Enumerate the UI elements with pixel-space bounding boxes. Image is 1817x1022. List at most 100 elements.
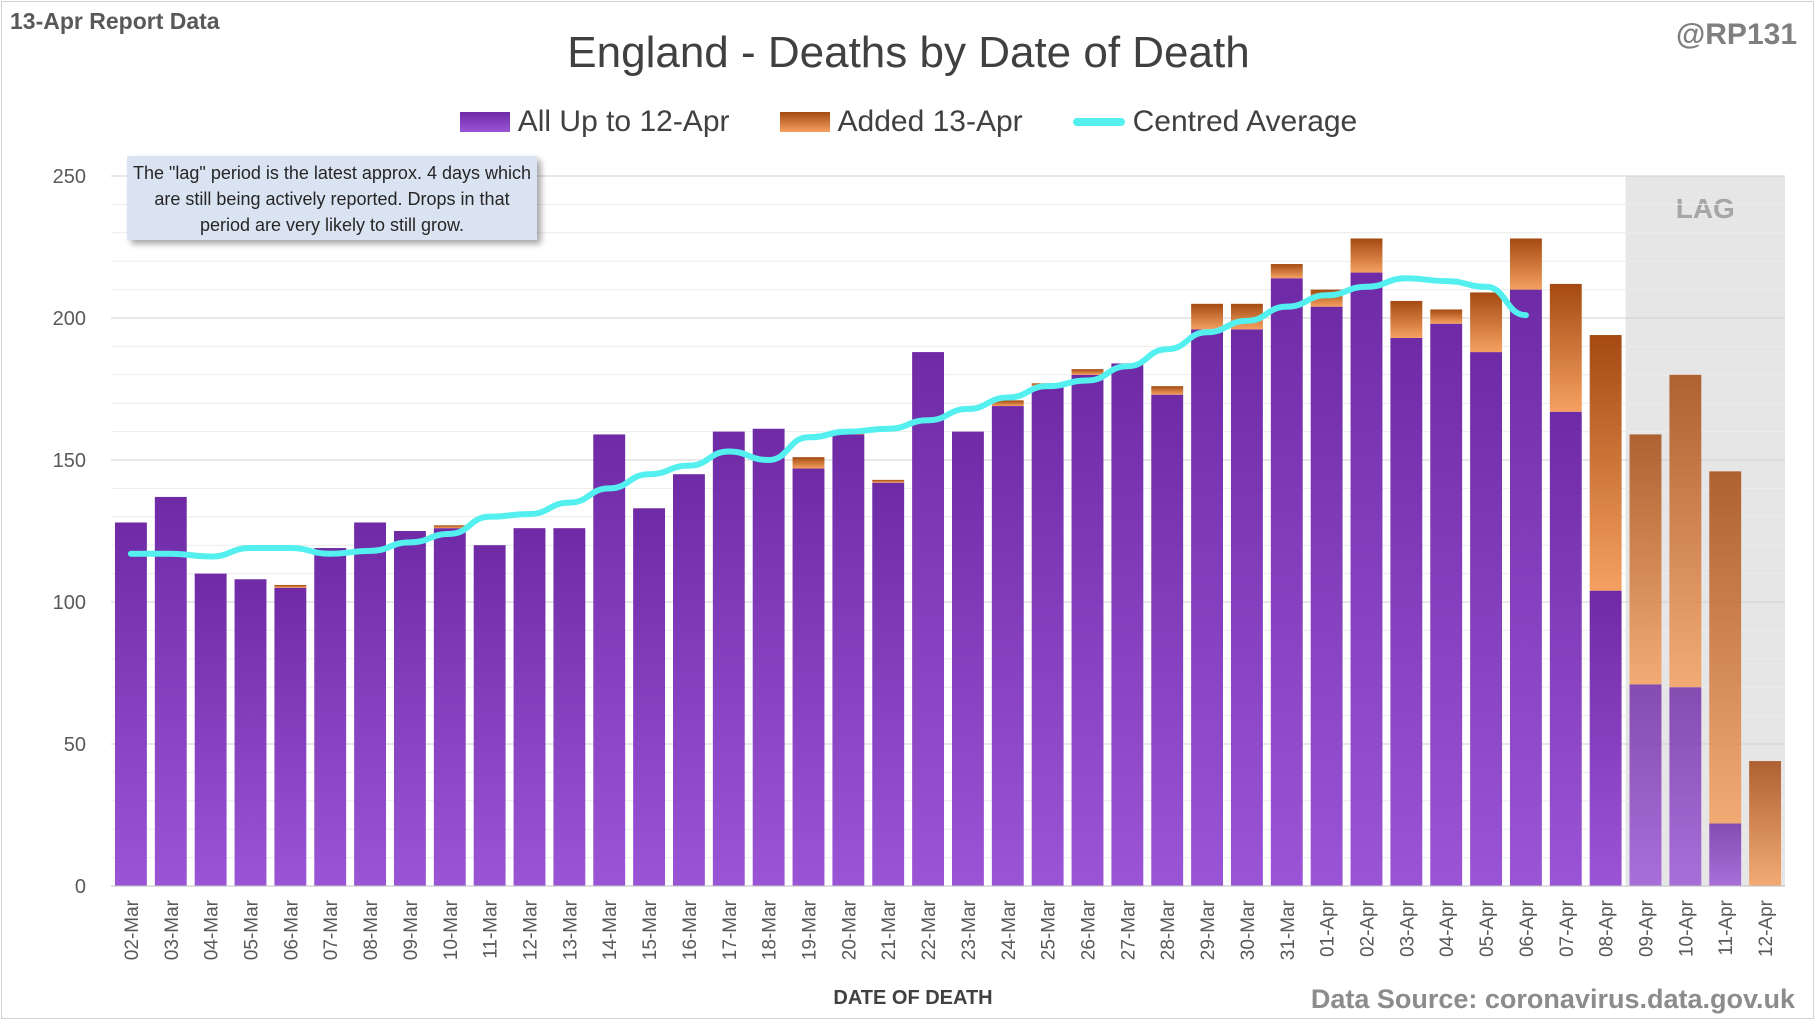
legend-swatch-purple [459,112,510,132]
bar-all-up-to-12-apr [1509,289,1542,887]
x-tick-label: 13-Mar [560,899,581,960]
legend-swatch-line [1072,118,1125,126]
bar-all-up-to-12-apr [274,587,307,886]
bar-all-up-to-12-apr [1669,687,1702,886]
x-tick-label: 07-Apr [1557,899,1578,957]
x-tick-label: 11-Mar [481,899,502,958]
bar-added-13-apr [792,457,825,469]
legend-item-added: Added 13-Apr [779,105,1023,139]
bar-added-13-apr [1270,264,1303,279]
x-tick-label: 05-Apr [1477,899,1498,957]
bar-all-up-to-12-apr [832,434,865,886]
bar-added-13-apr [274,584,307,588]
x-tick-label: 23-Mar [959,899,980,960]
bar-all-up-to-12-apr [1430,323,1463,886]
bar-all-up-to-12-apr [1470,352,1503,887]
lag-label: LAG [1676,193,1735,224]
data-source: Data Source: coronavirus.data.gov.uk [1310,984,1795,1014]
bar-all-up-to-12-apr [354,522,387,886]
x-tick-label: 16-Mar [680,899,701,960]
bar-all-up-to-12-apr [912,352,945,887]
bar-all-up-to-12-apr [951,431,984,886]
chart-title: England - Deaths by Date of Death [567,28,1250,77]
bar-added-13-apr [1749,761,1782,886]
bar-all-up-to-12-apr [1230,329,1263,886]
x-tick-label: 08-Mar [361,899,382,960]
bar-all-up-to-12-apr [1031,386,1064,886]
legend: All Up to 12-Apr Added 13-Apr Centred Av… [0,105,1817,139]
bar-all-up-to-12-apr [114,522,147,886]
bar-all-up-to-12-apr [1629,684,1662,886]
x-tick-label: 20-Mar [839,899,860,960]
bar-added-13-apr [1709,471,1742,824]
x-tick-label: 19-Mar [800,899,821,960]
bar-added-13-apr [1509,238,1542,290]
x-tick-label: 05-Mar [242,899,263,960]
bar-added-13-apr [991,400,1024,407]
bar-all-up-to-12-apr [1310,306,1343,886]
bar-all-up-to-12-apr [1589,590,1622,886]
bar-all-up-to-12-apr [1350,272,1383,886]
legend-label-all: All Up to 12-Apr [517,105,730,138]
x-tick-label: 11-Apr [1716,899,1737,955]
x-tick-label: 07-Mar [321,899,342,960]
y-tick-label: 0 [75,876,86,898]
bar-added-13-apr [1390,300,1423,338]
x-tick-label: 15-Mar [640,899,661,960]
bar-all-up-to-12-apr [194,573,227,886]
x-tick-label: 27-Mar [1118,899,1139,960]
author-handle: @RP131 [1676,18,1797,51]
bar-all-up-to-12-apr [672,474,705,886]
centred-average-line [127,275,1529,560]
lag-note: The "lag" period is the latest approx. 4… [127,156,537,240]
bar-added-13-apr [433,525,466,529]
x-tick-label: 21-Mar [879,899,900,960]
bar-all-up-to-12-apr [513,528,546,886]
x-tick-label: 18-Mar [760,899,781,960]
bar-added-13-apr [1629,434,1662,685]
x-tick-label: 02-Mar [122,899,143,960]
y-tick-label: 250 [53,166,86,188]
x-tick-label: 29-Mar [1198,899,1219,960]
x-tick-label: 14-Mar [600,899,621,960]
x-tick-label: 03-Mar [162,899,183,960]
bar-added-13-apr [1071,369,1104,375]
bar-all-up-to-12-apr [154,496,187,886]
x-tick-label: 12-Mar [521,899,542,960]
x-tick-label: 04-Apr [1437,899,1458,957]
y-tick-label: 200 [53,308,86,330]
bar-all-up-to-12-apr [792,468,825,886]
bar-all-up-to-12-apr [234,579,267,886]
legend-label-average: Centred Average [1132,105,1358,138]
x-tick-label: 09-Mar [401,899,422,960]
x-tick-label: 24-Mar [999,899,1020,960]
bar-all-up-to-12-apr [712,431,745,886]
x-axis-title: DATE OF DEATH [833,987,992,1009]
bar-added-13-apr [1549,283,1582,412]
x-tick-label: 17-Mar [720,899,741,960]
bar-all-up-to-12-apr [553,528,586,886]
x-tick-label: 10-Apr [1676,899,1697,957]
bar-all-up-to-12-apr [1191,329,1224,886]
legend-swatch-orange [779,112,830,132]
bar-all-up-to-12-apr [1549,411,1582,886]
legend-label-added: Added 13-Apr [837,105,1023,138]
bar-all-up-to-12-apr [1071,374,1104,886]
bar-all-up-to-12-apr [1390,337,1423,886]
bar-all-up-to-12-apr [633,508,666,886]
x-tick-label: 02-Apr [1358,899,1379,957]
bar-added-13-apr [1669,374,1702,688]
bar-added-13-apr [1430,309,1463,324]
bar-all-up-to-12-apr [752,428,785,886]
bar-added-13-apr [1151,386,1184,395]
x-tick-label: 22-Mar [919,899,940,960]
legend-item-all: All Up to 12-Apr [459,105,730,139]
bar-all-up-to-12-apr [1709,823,1742,886]
x-tick-label: 26-Mar [1079,899,1100,960]
x-tick-label: 30-Mar [1238,899,1259,960]
bar-added-13-apr [872,479,905,483]
bar-all-up-to-12-apr [593,434,626,886]
x-tick-label: 04-Mar [202,899,223,960]
